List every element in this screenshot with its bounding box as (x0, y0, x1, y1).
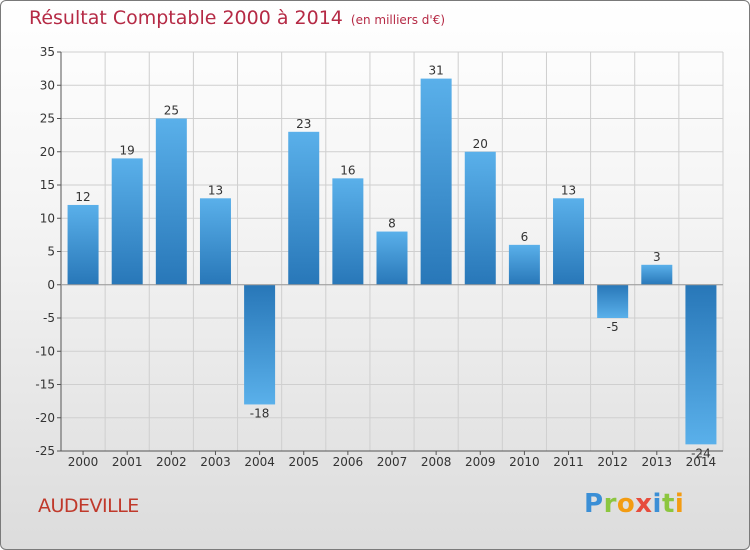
bar (199, 198, 231, 285)
logo-letter: o (616, 489, 636, 519)
x-tick-label: 2004 (244, 455, 275, 469)
bar (597, 284, 629, 318)
x-tick-label: 2010 (509, 455, 540, 469)
bar (685, 284, 717, 445)
y-tick-label: -10 (35, 344, 55, 358)
x-tick-label: 2000 (68, 455, 99, 469)
bar (155, 118, 187, 285)
commune-name: AUDEVILLE (38, 495, 139, 517)
bar-value-label: 12 (75, 190, 90, 204)
bar-value-label: 6 (521, 230, 529, 244)
y-tick-label: -15 (35, 378, 55, 392)
bar-value-label: -18 (250, 406, 270, 420)
bar (244, 284, 276, 405)
bar (376, 231, 408, 285)
y-tick-label: -5 (43, 311, 55, 325)
bar-value-label: 23 (296, 117, 311, 131)
x-tick-label: 2005 (288, 455, 319, 469)
bar (464, 151, 496, 285)
bar-value-label: 25 (164, 104, 179, 118)
logo-letter: P (584, 489, 604, 519)
chart-title: Résultat Comptable 2000 à 2014 (en millie… (29, 7, 445, 29)
x-tick-label: 2002 (156, 455, 187, 469)
bar (67, 204, 99, 285)
x-tick-label: 2001 (112, 455, 143, 469)
chart-subtitle: (en milliers d'€) (350, 13, 446, 27)
logo-letter: r (603, 489, 617, 519)
logo-letter: t (661, 489, 675, 519)
x-tick-label: 2008 (421, 455, 452, 469)
logo-letter: x (635, 489, 653, 519)
bar (641, 264, 673, 285)
bar-value-label: 8 (388, 217, 396, 231)
x-tick-label: 2011 (553, 455, 584, 469)
logo-letter: i (674, 489, 685, 519)
x-tick-label: 2012 (597, 455, 628, 469)
y-tick-label: 35 (40, 45, 55, 59)
bar-value-label: 16 (340, 163, 355, 177)
y-tick-label: -25 (35, 444, 55, 458)
x-tick-label: 2003 (200, 455, 231, 469)
bar-value-label: 20 (473, 137, 488, 151)
bar-value-label: 13 (561, 183, 576, 197)
bar-value-label: 13 (208, 183, 223, 197)
x-tick-label: 2009 (465, 455, 496, 469)
x-tick-label: 2006 (333, 455, 364, 469)
bar-value-label: 19 (120, 143, 135, 157)
proxiti-logo: Proxiti (584, 489, 684, 519)
bar-value-label: 31 (428, 64, 443, 78)
bar (111, 158, 143, 285)
y-tick-label: 15 (40, 178, 55, 192)
bar (332, 178, 364, 285)
title-text: Résultat Comptable 2000 à 2014 (29, 7, 343, 29)
bar (420, 78, 452, 285)
y-tick-label: 25 (40, 112, 55, 126)
y-tick-label: 5 (47, 245, 55, 259)
y-tick-label: 30 (40, 78, 55, 92)
bar (553, 198, 585, 285)
y-tick-label: 10 (40, 211, 55, 225)
bar-value-label: 3 (653, 250, 661, 264)
logo-letter: i (652, 489, 662, 519)
bar-value-label: -5 (607, 320, 619, 334)
x-tick-label: 2014 (686, 455, 717, 469)
x-tick-label: 2007 (377, 455, 408, 469)
x-tick-label: 2013 (642, 455, 673, 469)
y-tick-label: 0 (47, 278, 55, 292)
bar (288, 131, 320, 285)
bar (508, 244, 540, 285)
y-tick-label: 20 (40, 145, 55, 159)
axes: 35 30 25 20 15 10 5 0 -5 -10 -15 -20 -25 2000 2001 2002… (35, 45, 723, 469)
y-tick-label: -20 (35, 411, 55, 425)
